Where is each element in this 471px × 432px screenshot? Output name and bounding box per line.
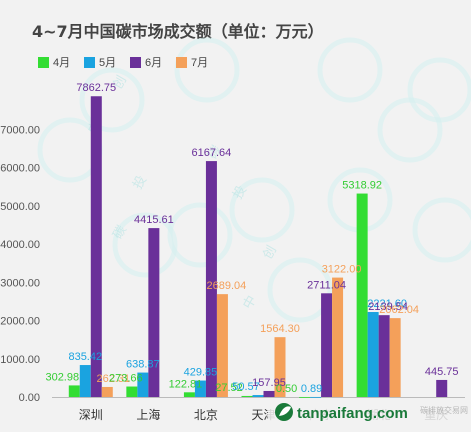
legend: 4月 5月 6月 7月: [38, 57, 208, 69]
data-label: 2062.04: [379, 304, 419, 316]
x-tick-label: 深圳: [79, 408, 103, 422]
watermark-circle: [174, 37, 240, 103]
data-label: 2221.60: [367, 298, 407, 310]
y-tick-label: 7000.00: [0, 124, 40, 136]
bar-4月-天津: [241, 395, 253, 397]
bar-5月-深圳: [79, 365, 91, 397]
site-logo: tanpaifang.com 碳排放交易网: [268, 399, 471, 425]
watermark-circle: [412, 197, 471, 263]
bar-4月-广东: [299, 396, 311, 398]
watermark-circle: [229, 177, 295, 243]
data-label: 1564.30: [260, 323, 300, 335]
bar-5月-广东: [310, 396, 322, 398]
y-tick-label: 6000.00: [0, 163, 40, 175]
data-label: 50.57: [232, 381, 260, 393]
watermark-circle: [377, 97, 443, 163]
legend-label: 5月: [99, 57, 116, 69]
site-name: tanpaifang.com: [297, 405, 408, 422]
data-label: 445.75: [425, 366, 459, 378]
bars-layer: [68, 96, 448, 398]
watermark-char: 碳: [205, 143, 224, 162]
bar-6月-重庆: [436, 379, 448, 397]
data-label: 7862.75: [76, 82, 116, 94]
bar-6月-湖北: [378, 315, 390, 397]
legend-swatch-5月: [84, 57, 95, 68]
data-label: 2711.04: [307, 279, 346, 291]
watermark-circle: [112, 212, 178, 278]
legend-label: 4月: [53, 57, 70, 69]
site-subtitle: 碳排放交易网: [420, 405, 468, 415]
data-label: 27.52: [215, 382, 243, 394]
logo-backdrop: [268, 399, 471, 425]
watermark-char: 中: [240, 293, 259, 312]
watermark-char: 投: [230, 183, 249, 202]
bar-5月-上海: [137, 372, 149, 397]
legend-label: 6月: [145, 57, 162, 69]
watermark-char: 创: [260, 243, 279, 262]
data-label: 0.89: [301, 383, 322, 395]
y-tick-label: 5000.00: [0, 201, 40, 213]
bar-7月-广东: [332, 277, 344, 397]
bar-4月-北京: [183, 392, 195, 397]
y-tick-label: 2000.00: [0, 316, 40, 328]
data-label: 835.42: [68, 351, 102, 363]
bar-7月-天津: [274, 337, 286, 397]
watermark-circle: [317, 37, 383, 103]
watermark-circle: [167, 202, 233, 268]
y-tick-label: 4000.00: [0, 239, 40, 251]
x-tick-label: 北京: [194, 408, 218, 422]
bar-7月-北京: [216, 294, 228, 397]
bar-7月-深圳: [101, 386, 113, 397]
data-label: 638.87: [126, 359, 160, 371]
data-label: 5318.92: [342, 180, 382, 192]
legend-label: 7月: [191, 57, 208, 69]
bar-5月-湖北: [367, 312, 379, 397]
bar-5月-北京: [194, 380, 206, 397]
y-tick-label: 1000.00: [0, 354, 40, 366]
data-label: 273.66: [109, 373, 143, 385]
watermark-circle: [267, 257, 333, 323]
data-label: 302.98: [45, 371, 79, 383]
leaf-shape: [279, 406, 291, 416]
data-label: 2139.54: [368, 301, 408, 313]
bar-4月-湖北: [356, 193, 368, 397]
x-tick-label: 上海: [136, 407, 160, 422]
legend-swatch-6月: [130, 57, 141, 68]
data-label: 6167.64: [192, 147, 232, 159]
watermark-char: 碳: [110, 223, 129, 242]
data-label: 429.85: [184, 367, 218, 379]
watermark-circle: [407, 57, 471, 123]
bar-4月-上海: [126, 386, 138, 397]
y-tick-label: 3000.00: [0, 277, 40, 289]
y-tick-label: 0.00: [19, 392, 40, 404]
bar-6月-北京: [205, 161, 217, 397]
bar-5月-天津: [252, 395, 264, 397]
data-label: 4415.61: [134, 214, 174, 226]
data-label: 122.81: [169, 378, 203, 390]
data-label: 2689.04: [207, 280, 247, 292]
watermark-char: 创: [110, 73, 129, 92]
watermark-circle: [79, 67, 145, 133]
data-label: 0.50: [276, 383, 297, 395]
legend-swatch-7月: [176, 57, 187, 68]
watermark-char: 投: [130, 173, 149, 192]
bar-6月-上海: [148, 228, 160, 397]
bar-6月-深圳: [90, 96, 102, 397]
data-label: 262.31: [96, 373, 130, 385]
bar-7月-湖北: [389, 318, 401, 397]
chart-title: 4~7月中国碳市场成交额（单位：万元）: [32, 22, 324, 41]
data-label: 3122.00: [322, 264, 362, 276]
data-label: 157.95: [252, 377, 286, 389]
bar-4月-深圳: [68, 385, 80, 397]
legend-swatch-4月: [38, 57, 49, 68]
bar-6月-天津: [263, 390, 275, 397]
bar-6月-广东: [321, 293, 333, 397]
